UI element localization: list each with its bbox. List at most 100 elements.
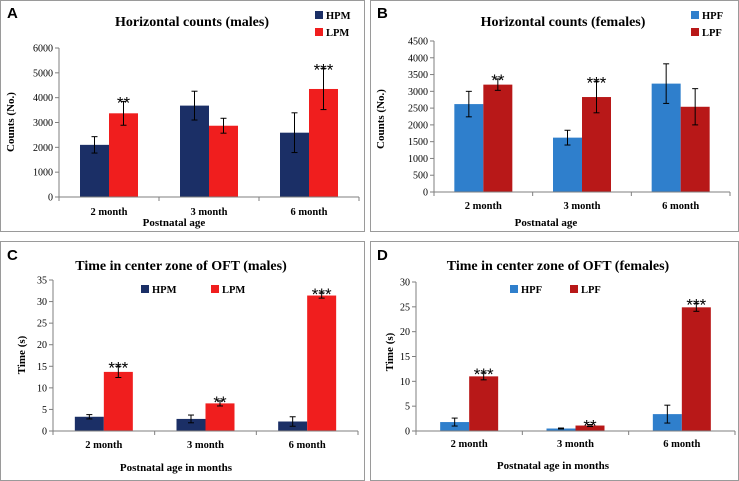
y-tick-label: 0 <box>423 188 428 199</box>
x-axis-label-d: Postnatal age in months <box>497 460 610 472</box>
x-axis-label-b: Postnatal age <box>515 217 578 229</box>
panel-d: D Time in center zone of OFT (females) P… <box>370 241 739 481</box>
y-tick-label: 15 <box>37 362 47 373</box>
bar-hpm <box>74 416 104 431</box>
y-axis-label-d: Time (s) <box>384 332 396 371</box>
bar-lpm <box>103 371 133 431</box>
y-tick-label: 10 <box>37 383 47 394</box>
y-tick-label: 25 <box>400 302 410 313</box>
bar-lpf <box>681 307 711 431</box>
significance-mark: *** <box>474 365 494 384</box>
y-tick-label: 4000 <box>33 93 53 104</box>
legend-label-lpm: LPM <box>326 28 349 39</box>
y-tick-label: 0 <box>405 427 410 438</box>
y-tick-label: 3000 <box>33 118 53 129</box>
legend-label-lpf: LPF <box>702 28 722 39</box>
y-tick-label: 6000 <box>33 44 53 55</box>
significance-mark: *** <box>686 295 706 314</box>
bar-lpm <box>307 295 337 431</box>
y-tick-label: 20 <box>400 327 410 338</box>
y-tick-label: 1000 <box>33 168 53 179</box>
y-tick-label: 500 <box>413 171 428 182</box>
y-axis-label-c: Time (s) <box>16 335 28 374</box>
panel-b: B Horizontal counts (females) Postnatal … <box>370 0 739 232</box>
bar-hpf <box>553 137 582 192</box>
y-tick-label: 30 <box>37 297 47 308</box>
y-tick-label: 20 <box>37 340 47 351</box>
y-tick-label: 5 <box>405 402 410 413</box>
legend-label-lpf: LPF <box>581 285 601 296</box>
y-tick-label: 4000 <box>408 53 428 64</box>
legend-swatch-hpm <box>141 285 149 293</box>
x-axis-label-c: Postnatal age in months <box>120 462 233 474</box>
legend-label-hpf: HPF <box>702 11 723 22</box>
legend-swatch-lpf <box>570 285 578 293</box>
y-tick-label: 1000 <box>408 154 428 165</box>
y-axis-label-b: Counts (No.) <box>375 89 387 149</box>
y-tick-label: 2500 <box>408 104 428 115</box>
significance-mark: ** <box>213 393 227 412</box>
panel-letter-d: D <box>377 247 388 264</box>
chart-title-d: Time in center zone of OFT (females) <box>447 259 670 274</box>
legend-label-hpf: HPF <box>521 285 542 296</box>
legend-swatch-hpf <box>691 11 699 19</box>
y-tick-label: 10 <box>400 377 410 388</box>
category-label: 6 month <box>289 440 326 451</box>
category-label: 2 month <box>85 440 122 451</box>
chart-title-a: Horizontal counts (males) <box>115 15 269 30</box>
legend-c: HPM LPM <box>141 285 245 296</box>
panel-letter-a: A <box>7 5 18 22</box>
y-tick-label: 2000 <box>408 120 428 131</box>
bar-hpm <box>180 105 209 197</box>
chart-a: A Horizontal counts (males) Postnatal ag… <box>5 5 360 229</box>
y-tick-label: 30 <box>400 278 410 289</box>
y-tick-label: 3000 <box>408 87 428 98</box>
y-tick-label: 2000 <box>33 143 53 154</box>
legend-swatch-lpf <box>691 28 699 36</box>
category-label: 6 month <box>663 439 700 450</box>
significance-mark: ** <box>117 93 131 112</box>
bar-lpm <box>209 125 238 197</box>
bar-lpf <box>469 376 499 431</box>
y-tick-label: 1500 <box>408 137 428 148</box>
y-tick-label: 5000 <box>33 68 53 79</box>
significance-mark: *** <box>314 60 334 79</box>
y-tick-label: 5 <box>42 405 47 416</box>
legend-label-hpm: HPM <box>152 285 177 296</box>
bar-hpf <box>546 428 576 431</box>
chart-title-c: Time in center zone of OFT (males) <box>75 259 287 274</box>
chart-c: C Time in center zone of OFT (males) Pos… <box>7 247 359 474</box>
category-label: 3 month <box>187 440 224 451</box>
bar-lpm <box>109 113 138 197</box>
panel-letter-b: B <box>377 5 388 22</box>
category-label: 6 month <box>290 207 327 218</box>
y-tick-label: 25 <box>37 319 47 330</box>
panel-c: C Time in center zone of OFT (males) Pos… <box>0 241 365 481</box>
y-tick-label: 35 <box>37 276 47 287</box>
significance-mark: *** <box>587 73 607 92</box>
significance-mark: *** <box>108 358 128 377</box>
category-label: 2 month <box>465 201 502 212</box>
panel-letter-c: C <box>7 247 18 264</box>
x-axis-label-a: Postnatal age <box>143 217 206 229</box>
y-tick-label: 4500 <box>408 37 428 48</box>
legend-d: HPF LPF <box>510 285 601 296</box>
bar-hpm <box>176 418 206 431</box>
significance-mark: *** <box>312 285 332 304</box>
category-label: 3 month <box>563 201 600 212</box>
significance-mark: ** <box>583 417 597 436</box>
y-axis-label-a: Counts (No.) <box>5 92 17 152</box>
y-tick-label: 3500 <box>408 70 428 81</box>
chart-b: B Horizontal counts (females) Postnatal … <box>375 5 731 229</box>
bar-lpf <box>483 84 513 192</box>
y-tick-label: 15 <box>400 352 410 363</box>
chart-d: D Time in center zone of OFT (females) P… <box>377 247 736 472</box>
bar-lpm <box>205 403 235 431</box>
legend-label-hpm: HPM <box>326 11 351 22</box>
legend-swatch-hpf <box>510 285 518 293</box>
y-tick-label: 0 <box>48 193 53 204</box>
panel-a: A Horizontal counts (males) Postnatal ag… <box>0 0 365 232</box>
significance-mark: ** <box>491 71 505 90</box>
category-label: 3 month <box>190 207 227 218</box>
legend-a: HPM LPM <box>315 11 351 39</box>
